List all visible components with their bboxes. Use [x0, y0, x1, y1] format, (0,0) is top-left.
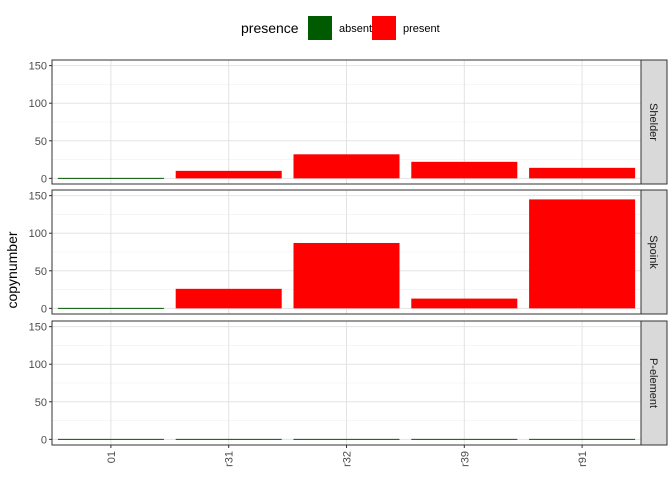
- y-tick-label: 0: [41, 173, 47, 185]
- y-tick-label: 0: [41, 303, 47, 315]
- y-tick-label: 100: [29, 98, 47, 110]
- y-tick-label: 50: [35, 397, 47, 409]
- bar-spoink-r31: [175, 288, 282, 309]
- legend-label-present: present: [403, 23, 440, 35]
- x-tick-label: r31: [224, 451, 236, 467]
- x-axis: 01 r31 r32 r39 r91: [106, 445, 589, 467]
- facet-strip-label: Shelder: [647, 103, 659, 141]
- facet-strip: [640, 189, 668, 315]
- panel-shelder: 0 50 100 150 Shelder: [29, 59, 668, 185]
- x-tick-label: 01: [106, 451, 118, 463]
- bar-shelder-r31: [175, 170, 282, 179]
- bar-spoink-r32: [293, 242, 400, 309]
- bar-shelder-r32: [293, 154, 400, 179]
- facet-strip-label: Spoink: [647, 235, 659, 269]
- y-axis-label: copynumber: [4, 231, 20, 308]
- legend-title: presence: [241, 20, 299, 36]
- y-tick-label: 100: [29, 359, 47, 371]
- legend: presence absent present: [241, 16, 440, 40]
- legend-key-present: [372, 16, 396, 40]
- y-tick-label: 150: [29, 191, 47, 203]
- panel-p-element: 0 50 100 150 P-element: [29, 320, 668, 446]
- y-tick-label: 100: [29, 228, 47, 240]
- facet-panels: 0 50 100 150 Shelder 0 50 100 150 Spoink 0 50 100 150…: [29, 59, 668, 446]
- panel-spoink: 0 50 100 150 Spoink: [29, 189, 668, 315]
- legend-key-absent: [308, 16, 332, 40]
- facet-strip: [640, 320, 668, 446]
- bar-shelder-r91: [529, 167, 636, 179]
- x-tick-label: r91: [577, 451, 589, 467]
- facet-strip: [640, 59, 668, 185]
- bar-shelder-r39: [411, 161, 518, 179]
- legend-label-absent: absent: [339, 23, 372, 35]
- facet-strip-label: P-element: [647, 358, 659, 408]
- x-tick-label: r32: [342, 451, 354, 467]
- y-tick-label: 150: [29, 322, 47, 334]
- x-tick-label: r39: [459, 451, 471, 467]
- y-tick-label: 50: [35, 136, 47, 148]
- y-tick-label: 50: [35, 266, 47, 278]
- bar-spoink-r91: [529, 199, 636, 309]
- bar-spoink-r39: [411, 298, 518, 309]
- y-tick-label: 0: [41, 434, 47, 446]
- y-tick-label: 150: [29, 61, 47, 73]
